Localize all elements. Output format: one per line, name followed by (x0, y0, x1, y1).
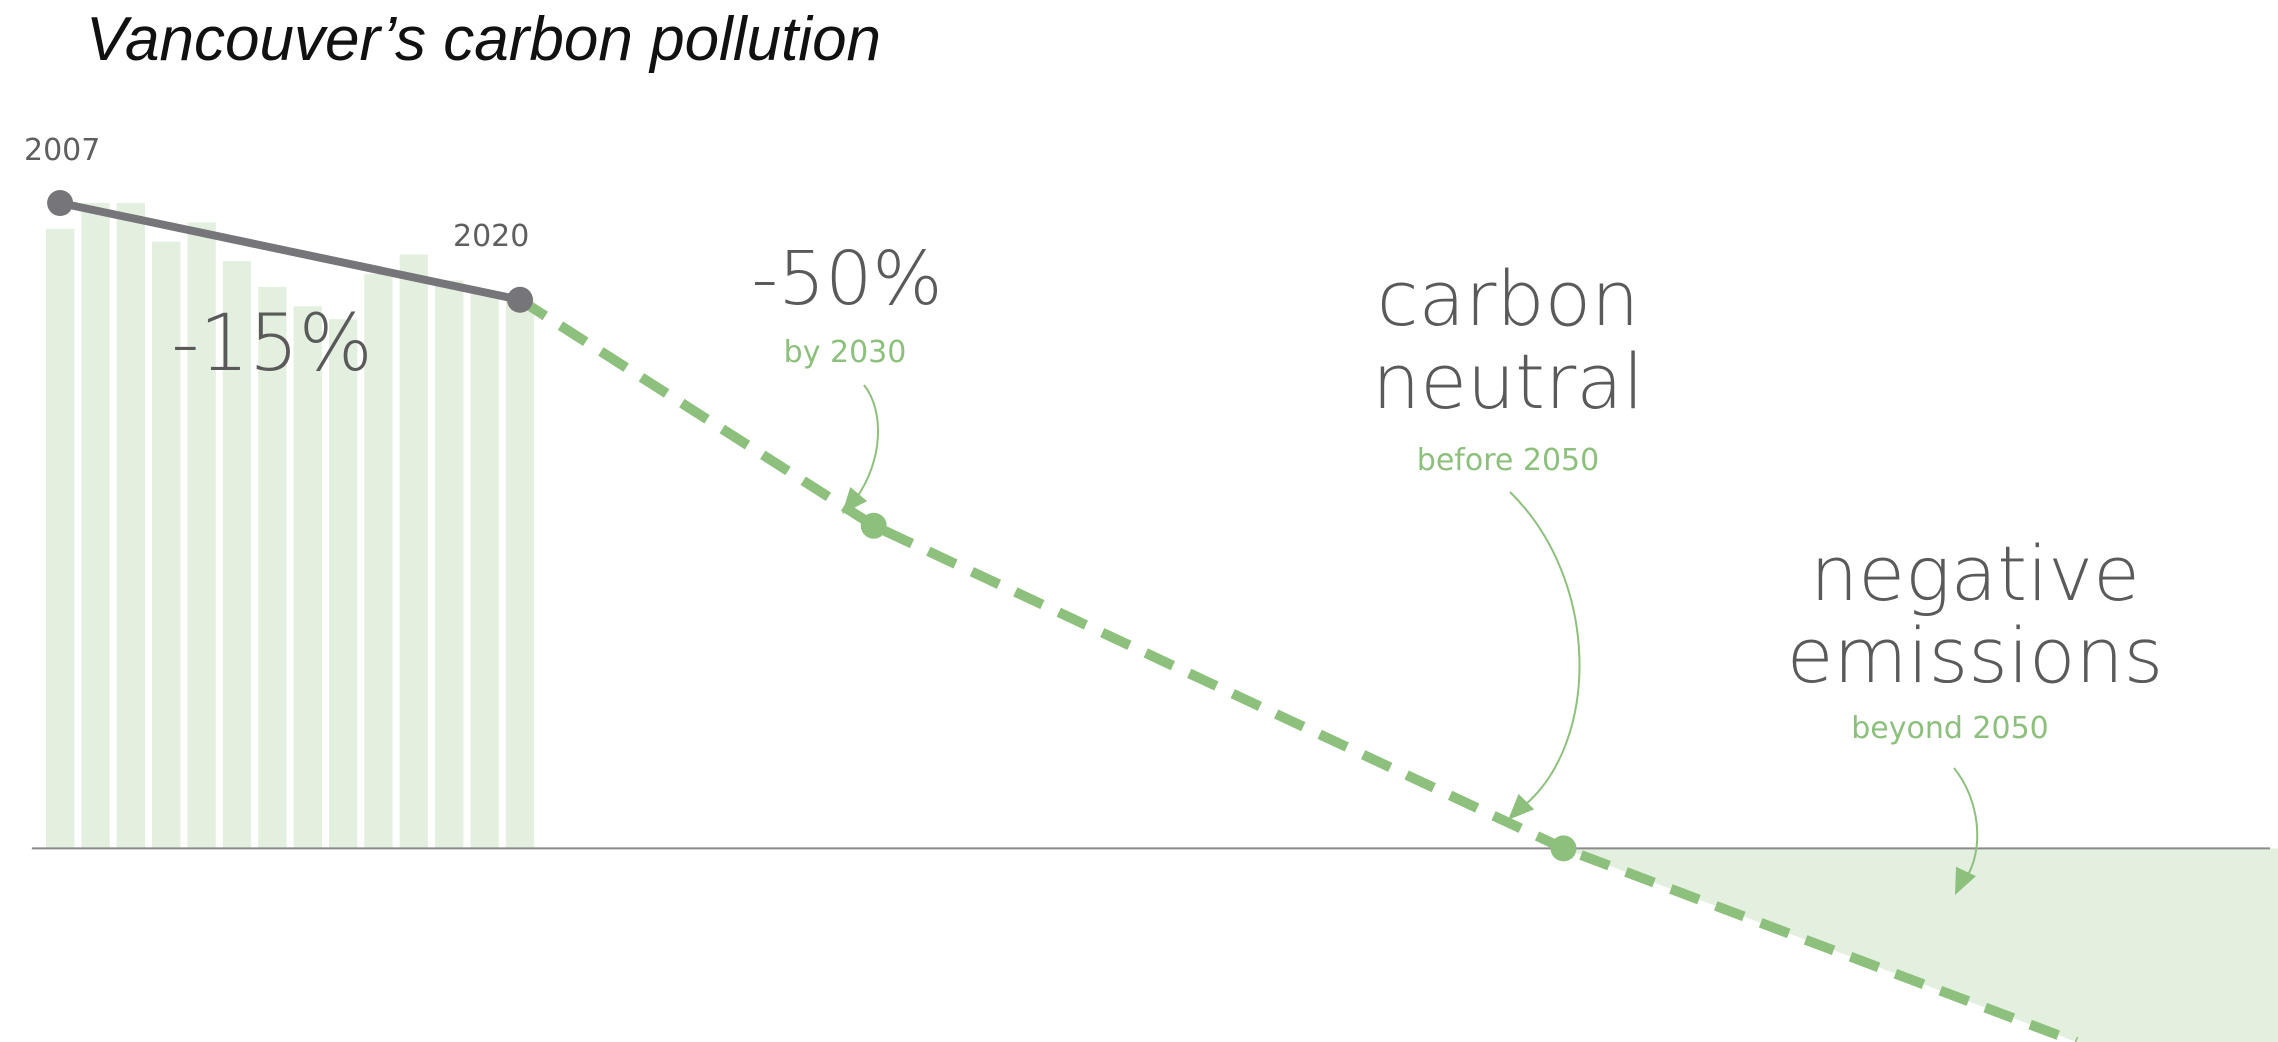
target-2030-label: -50% (751, 236, 942, 322)
arrow-2030-head (842, 487, 868, 514)
bar-2012 (222, 261, 252, 849)
year-label-2007: 2007 (24, 133, 100, 168)
bar-2020 (505, 299, 535, 849)
bar-2014 (293, 306, 322, 849)
marker-2007 (47, 190, 74, 216)
markers-group (47, 190, 1577, 862)
annotation-arrows (842, 384, 1979, 895)
series-group (59, 199, 2079, 1042)
negative-emissions-sub: beyond 2050 (1851, 711, 2049, 746)
negative-emissions-area (1563, 848, 2278, 1042)
arrow-carbon-neutral (1509, 491, 1581, 806)
year-label-2020: 2020 (453, 219, 529, 254)
bar-2008 (81, 203, 110, 849)
carbon-neutral-sub: before 2050 (1417, 443, 1599, 478)
arrow-negative-head (1955, 866, 1976, 895)
carbon-neutral-line2: neutral (1372, 337, 1644, 426)
bar-2013 (258, 286, 287, 849)
bar-2015 (329, 319, 358, 849)
bar-2010 (152, 241, 181, 849)
bar-2016 (364, 274, 393, 849)
actual-emissions-line (59, 199, 521, 304)
arrow-carbon-neutral-head (1508, 793, 1535, 820)
bar-2017 (399, 254, 428, 849)
bar-2009 (116, 203, 145, 849)
negative-emissions-line1: negative (1810, 529, 2140, 618)
target-pathway-line (517, 295, 2079, 1042)
chart-title: Vancouver’s carbon pollution (86, 5, 881, 74)
negative-emissions-line2: emissions (1787, 611, 2163, 700)
marker-2030 (860, 512, 887, 539)
bar-2007 (46, 228, 75, 849)
target-2030-sub: by 2030 (784, 335, 907, 370)
bar-2018 (435, 280, 464, 849)
bars-group (46, 203, 535, 849)
bar-2019 (470, 293, 499, 849)
marker-2020 (507, 286, 533, 313)
arrow-negative (1953, 767, 1979, 881)
reduction-label: -15% (171, 299, 373, 389)
carbon-neutral-line1: carbon (1377, 254, 1640, 343)
marker-2049.5 (1550, 835, 1577, 862)
bar-2011 (187, 222, 216, 849)
arrow-2030 (854, 384, 879, 501)
